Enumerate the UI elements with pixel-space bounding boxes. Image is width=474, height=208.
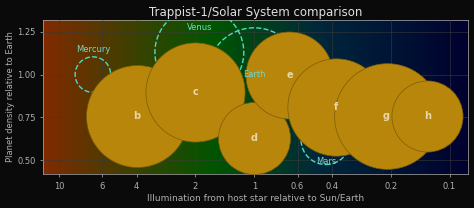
Text: f: f xyxy=(334,102,338,112)
Y-axis label: Planet density relative to Earth: Planet density relative to Earth xyxy=(6,31,15,162)
Text: Earth: Earth xyxy=(243,70,265,79)
Title: Trappist-1/Solar System comparison: Trappist-1/Solar System comparison xyxy=(149,6,363,19)
Point xyxy=(89,73,97,76)
Text: h: h xyxy=(424,111,431,121)
Point xyxy=(423,114,431,117)
Text: Mars: Mars xyxy=(316,157,336,166)
Text: e: e xyxy=(286,70,293,80)
Text: b: b xyxy=(133,111,140,121)
Point xyxy=(191,90,199,93)
Text: Venus: Venus xyxy=(187,23,212,32)
Point xyxy=(250,73,258,76)
Point xyxy=(133,114,140,117)
Point xyxy=(332,105,340,109)
Point xyxy=(196,51,203,54)
Point xyxy=(383,114,391,117)
X-axis label: Illumination from host star relative to Sun/Earth: Illumination from host star relative to … xyxy=(147,193,365,202)
Text: c: c xyxy=(192,87,198,97)
Text: g: g xyxy=(383,111,390,121)
Text: d: d xyxy=(251,133,258,143)
Text: Mercury: Mercury xyxy=(76,45,110,54)
Point xyxy=(286,73,293,76)
Point xyxy=(250,136,258,140)
Point xyxy=(322,138,329,141)
